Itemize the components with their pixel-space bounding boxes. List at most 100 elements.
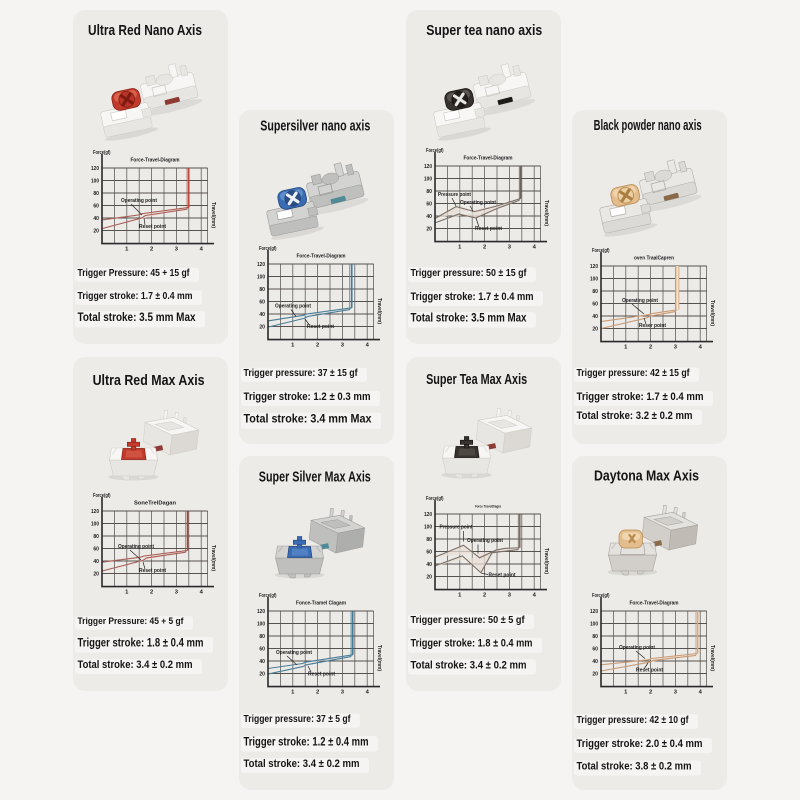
svg-text:Fonce-Tramel Clagam: Fonce-Tramel Clagam — [296, 601, 346, 607]
svg-text:Operating point: Operating point — [467, 538, 503, 544]
svg-text:40: 40 — [93, 559, 99, 565]
svg-text:Reset point: Reset point — [489, 572, 516, 578]
svg-text:20: 20 — [93, 228, 99, 234]
svg-text:4: 4 — [366, 690, 370, 696]
svg-text:Trigger Pressure: 45 + 15 gf: Trigger Pressure: 45 + 15 gf — [78, 268, 191, 279]
svg-text:Ultra Red Max Axis: Ultra Red Max Axis — [93, 372, 205, 389]
svg-text:Reser point: Reser point — [639, 323, 666, 329]
svg-text:Total stroke: 3.4 ± 0.2 mm: Total stroke: 3.4 ± 0.2 mm — [244, 758, 360, 770]
svg-text:80: 80 — [93, 534, 99, 540]
svg-text:Force-Travel-Diagram: Force-Travel-Diagram — [131, 158, 180, 164]
svg-text:20: 20 — [592, 671, 598, 677]
svg-text:Travel(mm): Travel(mm) — [376, 645, 382, 671]
svg-text:100: 100 — [424, 176, 432, 182]
svg-text:4: 4 — [699, 690, 703, 696]
svg-text:Super Silver Max Axis: Super Silver Max Axis — [259, 469, 371, 486]
svg-text:120: 120 — [424, 511, 432, 517]
svg-text:Trigger stroke: 1.7 ± 0.4 mm: Trigger stroke: 1.7 ± 0.4 mm — [577, 391, 704, 403]
svg-text:3: 3 — [341, 343, 345, 349]
svg-text:2: 2 — [649, 690, 652, 696]
svg-text:60: 60 — [592, 301, 598, 307]
svg-text:Operating point: Operating point — [619, 645, 655, 651]
svg-text:60: 60 — [259, 646, 265, 652]
svg-text:4: 4 — [366, 343, 370, 349]
svg-text:SoneTrelDagan: SoneTrelDagan — [134, 501, 177, 507]
svg-text:Reset point: Reset point — [475, 226, 502, 232]
svg-text:Force(gf): Force(gf) — [259, 593, 277, 599]
svg-text:Force(gf): Force(gf) — [592, 248, 610, 254]
svg-text:Operating point: Operating point — [622, 298, 658, 304]
svg-text:1: 1 — [125, 247, 129, 253]
svg-text:Trigger pressure: 50 ± 5 gf: Trigger pressure: 50 ± 5 gf — [411, 614, 525, 626]
svg-text:1: 1 — [125, 590, 129, 596]
svg-text:100: 100 — [257, 274, 265, 280]
svg-text:Trigger stroke: 1.8 ± 0.4 mm: Trigger stroke: 1.8 ± 0.4 mm — [78, 638, 204, 650]
svg-text:100: 100 — [91, 521, 99, 527]
svg-text:Trigger stroke: 1.8 ± 0.4 mm: Trigger stroke: 1.8 ± 0.4 mm — [411, 638, 533, 650]
svg-text:40: 40 — [259, 312, 265, 318]
svg-text:Travel(mm): Travel(mm) — [709, 645, 715, 671]
svg-text:120: 120 — [424, 164, 432, 170]
svg-text:100: 100 — [257, 621, 265, 627]
svg-text:2: 2 — [483, 245, 486, 251]
svg-text:40: 40 — [93, 216, 99, 222]
svg-text:Trigger pressure: 37 ± 15 gf: Trigger pressure: 37 ± 15 gf — [244, 368, 359, 379]
svg-text:Force(gf): Force(gf) — [426, 148, 444, 154]
svg-text:Trigger pressure: 37 ± 5 gf: Trigger pressure: 37 ± 5 gf — [244, 714, 352, 725]
svg-text:100: 100 — [424, 524, 432, 530]
svg-text:Trigger stroke: 2.0 ± 0.4 mm: Trigger stroke: 2.0 ± 0.4 mm — [577, 738, 703, 750]
svg-text:Reset point: Reset point — [307, 324, 334, 330]
svg-text:20: 20 — [93, 571, 99, 577]
svg-text:80: 80 — [93, 191, 99, 197]
svg-text:60: 60 — [93, 546, 99, 552]
svg-text:1: 1 — [458, 592, 462, 598]
svg-text:Force(gf): Force(gf) — [93, 150, 111, 156]
svg-text:1: 1 — [291, 343, 295, 349]
svg-text:40: 40 — [259, 659, 265, 665]
svg-text:60: 60 — [426, 549, 432, 555]
svg-text:Reset point: Reset point — [139, 224, 166, 230]
svg-text:2: 2 — [483, 592, 486, 598]
svg-text:Black powder nano axis: Black powder nano axis — [594, 117, 702, 134]
svg-text:Reset point: Reset point — [139, 568, 166, 574]
svg-text:4: 4 — [699, 345, 703, 351]
svg-text:Travel(mm): Travel(mm) — [709, 300, 715, 326]
svg-text:60: 60 — [259, 299, 265, 305]
svg-text:80: 80 — [592, 634, 598, 640]
svg-text:Force(gf): Force(gf) — [259, 246, 277, 252]
svg-text:oven TraalCapren: oven TraalCapren — [634, 256, 674, 262]
svg-text:4: 4 — [200, 590, 204, 596]
svg-text:2: 2 — [150, 590, 153, 596]
svg-text:120: 120 — [257, 262, 265, 268]
svg-text:1: 1 — [458, 245, 462, 251]
svg-text:20: 20 — [259, 324, 265, 330]
svg-text:80: 80 — [259, 634, 265, 640]
svg-text:Total stroke: 3.4 ± 0.2 mm: Total stroke: 3.4 ± 0.2 mm — [411, 660, 527, 672]
svg-text:40: 40 — [592, 314, 598, 320]
svg-text:3: 3 — [674, 345, 678, 351]
svg-text:Force(gf): Force(gf) — [592, 593, 610, 599]
svg-text:Trigger pressure: 42 ± 15 gf: Trigger pressure: 42 ± 15 gf — [577, 367, 690, 379]
svg-text:Travel(mm): Travel(mm) — [543, 548, 549, 574]
svg-text:Operating point: Operating point — [460, 200, 496, 206]
svg-text:Travel(mm): Travel(mm) — [376, 298, 382, 324]
svg-text:Total stroke: 3.2 ± 0.2 mm: Total stroke: 3.2 ± 0.2 mm — [577, 410, 693, 422]
svg-text:80: 80 — [426, 536, 432, 542]
svg-text:4: 4 — [533, 245, 537, 251]
svg-text:2: 2 — [150, 247, 153, 253]
svg-text:4: 4 — [533, 592, 537, 598]
svg-text:Trigger Pressure: 45 + 5 gf: Trigger Pressure: 45 + 5 gf — [78, 616, 185, 627]
svg-text:Trigger stroke: 1.2 ± 0.3 mm: Trigger stroke: 1.2 ± 0.3 mm — [244, 391, 371, 403]
svg-text:Travel(mm): Travel(mm) — [210, 202, 216, 228]
svg-text:20: 20 — [259, 671, 265, 677]
svg-text:Ultra Red Nano Axis: Ultra Red Nano Axis — [88, 22, 202, 39]
svg-text:Total stroke: 3.4 mm Max: Total stroke: 3.4 mm Max — [244, 412, 372, 426]
svg-text:1: 1 — [624, 690, 628, 696]
svg-text:Reset point: Reset point — [636, 668, 663, 674]
svg-text:Trigger stroke: 1.7 ± 0.4 mm: Trigger stroke: 1.7 ± 0.4 mm — [78, 290, 193, 302]
svg-text:Operating point: Operating point — [276, 650, 312, 656]
svg-text:20: 20 — [592, 326, 598, 332]
svg-text:20: 20 — [426, 226, 432, 232]
svg-text:Operating point: Operating point — [121, 198, 157, 204]
svg-text:2: 2 — [316, 343, 319, 349]
